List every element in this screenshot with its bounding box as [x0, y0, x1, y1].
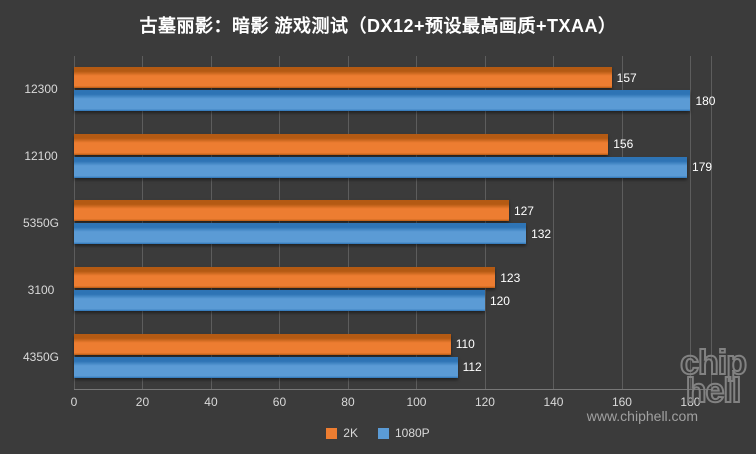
- value-label: 179: [692, 160, 713, 175]
- category-label: 12100: [24, 149, 58, 164]
- gridline: [553, 56, 555, 389]
- x-tick-label: 60: [272, 395, 287, 409]
- logo-line-1: chip: [679, 344, 748, 383]
- legend-item-2k: 2K: [326, 426, 358, 440]
- gridline: [416, 56, 418, 389]
- y-axis-labels: 12300 12100 5350G 3100 4350G: [8, 56, 74, 390]
- gridline: [210, 56, 212, 389]
- value-label: 156: [613, 137, 634, 152]
- x-tick-label: 180: [680, 395, 701, 409]
- x-tick-label: 0: [70, 395, 78, 409]
- value-label: 127: [513, 203, 534, 218]
- value-label: 180: [695, 93, 716, 108]
- plot-row: 12300 12100 5350G 3100 4350G 157 180 156 179 127…: [8, 56, 715, 409]
- value-label: 112: [462, 360, 482, 375]
- legend-item-1080p: 1080P: [377, 426, 430, 440]
- bar-2k: 110: [74, 333, 475, 355]
- bar-1080p: 179: [74, 156, 712, 178]
- bar-2k: 123: [74, 267, 520, 289]
- category-label: 5350G: [22, 215, 60, 230]
- gridline: [142, 56, 144, 389]
- legend-swatch: [326, 427, 338, 439]
- x-tick-label: 140: [543, 395, 564, 409]
- bar-group: 110 112: [74, 333, 711, 378]
- category-label: 4350G: [22, 349, 60, 364]
- x-tick-label: 120: [474, 395, 495, 409]
- plot-area: 157 180 156 179 127 132 123 120 110 112 0 20 40 60 80…: [71, 56, 715, 409]
- chart-title: 古墓丽影：暗影 游戏测试（DX12+预设最高画质+TXAA）: [139, 16, 617, 36]
- gridline: [690, 56, 692, 389]
- value-label: 157: [616, 70, 637, 85]
- x-tick-label: 80: [341, 395, 355, 409]
- x-axis: 0 20 40 60 80 100 120 140 160 180: [70, 393, 711, 411]
- category-label: 3100: [27, 282, 55, 297]
- bar-rows: 157 180 156 179 127 132 123 120 110 112: [74, 56, 715, 389]
- gridline: [347, 56, 349, 389]
- bar-group: 123 120: [74, 267, 711, 312]
- legend-label: 2K: [343, 426, 358, 440]
- bar-group: 127 132: [74, 200, 711, 245]
- x-tick-label: 40: [204, 395, 218, 409]
- category-label: 12300: [24, 82, 58, 97]
- bar-2k: 156: [74, 133, 633, 155]
- bar-2k: 127: [74, 200, 534, 222]
- x-tick-label: 20: [135, 395, 150, 409]
- value-label: 110: [455, 337, 475, 352]
- gridline: [484, 56, 486, 389]
- bar-1080p: 180: [74, 90, 715, 112]
- chiphell-logo: chip hell: [679, 344, 748, 411]
- logo-line-2: hell: [685, 372, 743, 411]
- bar-group: 157 180: [74, 67, 715, 112]
- gridline: [621, 56, 623, 389]
- watermark-text: www.chiphell.com: [586, 408, 698, 424]
- x-tick-label: 100: [406, 395, 427, 409]
- value-label: 132: [531, 226, 552, 241]
- bar-2k: 157: [74, 67, 637, 89]
- value-label: 120: [489, 293, 510, 308]
- bar-group: 156 179: [74, 133, 712, 178]
- gridline: [74, 56, 75, 389]
- gridline: [279, 56, 281, 389]
- bar-1080p: 132: [74, 223, 551, 245]
- legend-swatch: [377, 427, 389, 439]
- bar-1080p: 120: [74, 290, 510, 312]
- x-tick-label: 160: [611, 395, 632, 409]
- legend: 2K 1080P: [0, 426, 756, 440]
- value-label: 123: [500, 270, 521, 285]
- legend-label: 1080P: [394, 426, 430, 440]
- bar-1080p: 112: [74, 356, 482, 378]
